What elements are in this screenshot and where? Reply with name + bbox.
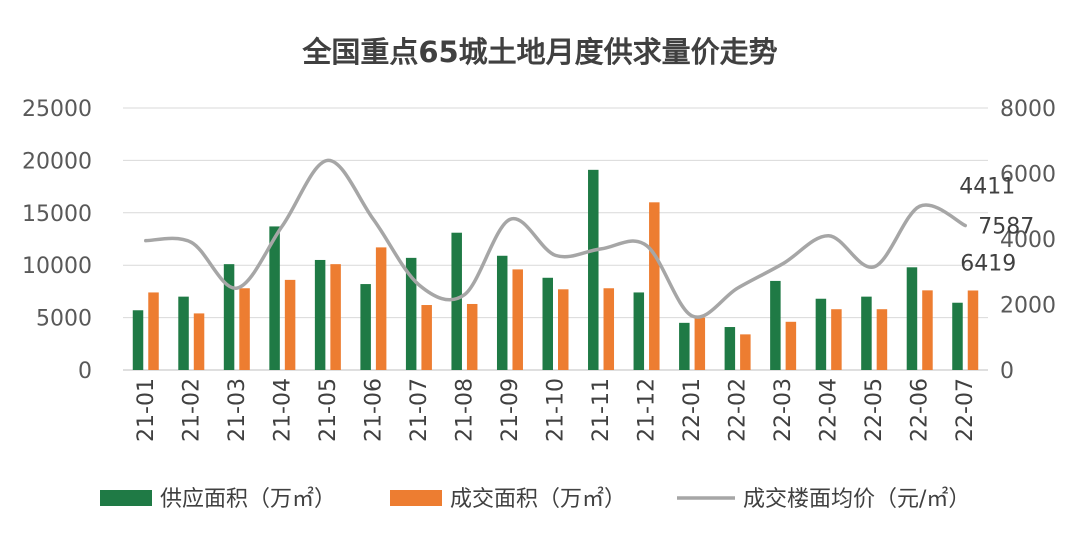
supply-bar-21-05 [314, 259, 326, 370]
deal-bar-21-12 [649, 202, 660, 370]
supply-bar-22-02 [724, 327, 736, 370]
y-axis-right: 0 2000 4000 6000 8000 [1000, 97, 1056, 384]
supply-bar-22-03 [770, 280, 781, 370]
x-category-label: 21-05 [316, 378, 341, 442]
x-category-label: 21-03 [225, 378, 250, 442]
x-category-label: 21-12 [635, 378, 660, 442]
legend-label-deal: 成交面积（万㎡） [450, 486, 626, 512]
supply-bar-21-02 [178, 296, 189, 370]
deal-bar-21-02 [193, 313, 205, 370]
deal-bar-22-01 [694, 317, 706, 370]
deal-bar-21-05 [330, 264, 341, 370]
x-category-label: 21-01 [134, 378, 159, 442]
x-category-label: 21-04 [270, 378, 295, 442]
data-labels: 4411 7587 6419 [959, 175, 1034, 277]
y-left-tick-label: 10000 [22, 254, 92, 279]
x-category-label: 21-02 [179, 378, 204, 442]
bars [132, 169, 979, 370]
deal-bar-22-06 [922, 290, 933, 370]
y-right-tick-label: 6000 [1000, 163, 1056, 188]
supply-bar-21-10 [542, 277, 553, 370]
y-left-tick-label: 5000 [36, 307, 92, 332]
x-axis-categories: 21-01 21-02 21-03 21-04 21-05 21-06 21-07 21-08… [134, 378, 978, 442]
supply-bar-21-12 [633, 292, 645, 370]
legend-label-supply: 供应面积（万㎡） [160, 486, 336, 512]
deal-bar-21-01 [148, 292, 159, 370]
supply-bar-21-09 [496, 255, 508, 370]
y-axis-left: 0 5000 10000 15000 20000 25000 [22, 97, 92, 384]
supply-bar-22-05 [861, 296, 872, 370]
y-right-tick-label: 4000 [1000, 228, 1056, 253]
deal-bar-21-06 [375, 247, 387, 370]
supply-bar-21-03 [223, 264, 235, 370]
data-label: 6419 [960, 252, 1016, 277]
x-category-label: 22-04 [817, 378, 842, 442]
x-category-label: 22-05 [862, 378, 887, 442]
deal-bar-22-02 [740, 334, 751, 370]
y-left-tick-label: 15000 [22, 202, 92, 227]
chart-title: 全国重点65城土地月度供求量价走势 [301, 35, 777, 69]
y-right-tick-label: 8000 [1000, 97, 1056, 122]
supply-bar-21-01 [132, 310, 144, 370]
supply-bar-21-04 [269, 226, 280, 370]
x-category-label: 21-10 [544, 378, 569, 442]
x-category-label: 22-03 [771, 378, 796, 442]
supply-bar-21-07 [405, 257, 417, 370]
x-category-label: 21-06 [361, 378, 386, 442]
supply-bar-22-01 [679, 322, 690, 370]
y-left-tick-label: 0 [78, 359, 92, 384]
deal-bar-21-07 [421, 305, 432, 370]
deal-bar-22-03 [785, 321, 797, 370]
legend: 供应面积（万㎡） 成交面积（万㎡） 成交楼面均价（元/㎡） [100, 486, 970, 512]
deal-bar-21-11 [603, 288, 615, 370]
x-category-label: 22-01 [680, 378, 705, 442]
data-label: 4411 [959, 175, 1015, 200]
x-category-label: 21-08 [452, 378, 477, 442]
y-right-tick-label: 2000 [1000, 294, 1056, 319]
deal-bar-21-10 [558, 289, 569, 370]
deal-bar-22-04 [831, 309, 842, 370]
legend-swatch-supply [100, 490, 152, 506]
deal-bar-21-09 [512, 269, 523, 370]
x-category-label: 22-07 [953, 378, 978, 442]
deal-bar-21-03 [239, 288, 250, 370]
supply-bar-21-08 [451, 232, 462, 370]
deal-bar-21-04 [284, 279, 296, 370]
x-category-label: 21-07 [407, 378, 432, 442]
deal-bar-22-07 [967, 290, 979, 370]
deal-bar-21-08 [466, 303, 478, 370]
supply-bar-22-04 [815, 298, 827, 370]
x-category-label: 22-06 [908, 378, 933, 442]
y-left-tick-label: 25000 [22, 97, 92, 122]
data-label: 7587 [978, 214, 1034, 239]
deal-bar-22-05 [876, 309, 888, 370]
x-category-label: 21-11 [589, 378, 614, 442]
legend-label-price: 成交楼面均价（元/㎡） [743, 486, 970, 512]
x-category-label: 21-09 [498, 378, 523, 442]
price-line-path [144, 158, 967, 319]
price-line [144, 158, 967, 319]
y-left-tick-label: 20000 [22, 149, 92, 174]
supply-bar-22-06 [906, 267, 918, 370]
supply-bar-21-11 [588, 169, 599, 370]
supply-bar-22-07 [952, 302, 963, 370]
y-right-tick-label: 0 [1000, 359, 1014, 384]
supply-bar-21-06 [360, 284, 371, 370]
gridlines [123, 107, 988, 371]
legend-swatch-deal [390, 490, 442, 506]
x-category-label: 22-02 [726, 378, 751, 442]
